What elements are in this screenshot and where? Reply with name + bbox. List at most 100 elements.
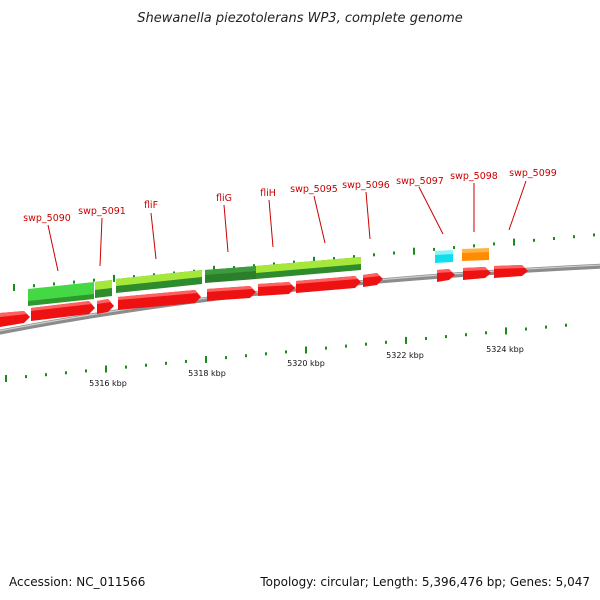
leader-line-flig [223, 204, 229, 253]
leader-line-swp-5090 [47, 224, 59, 272]
gene-label-swp-5097[interactable]: swp_5097 [396, 176, 444, 187]
outer-tick [73, 280, 75, 284]
outer-tick [13, 284, 15, 291]
inner-tick [165, 361, 167, 365]
outer-tick [573, 235, 575, 239]
cds-feature-swp-5095[interactable] [296, 276, 361, 293]
outer-tick [593, 233, 595, 237]
cds-feature-flig[interactable] [207, 286, 256, 301]
inner-tick [485, 331, 487, 335]
gene-track [28, 248, 489, 306]
inner-tick [505, 327, 507, 335]
outer-tick [33, 284, 35, 288]
cds-feature-left-edge[interactable] [0, 311, 30, 327]
inner-tick [565, 323, 567, 327]
inner-tick [305, 346, 307, 354]
gene-label-swp-5099[interactable]: swp_5099 [509, 168, 557, 179]
leader-line-swp-5097 [418, 186, 444, 235]
gene-label-swp-5090[interactable]: swp_5090 [23, 213, 71, 224]
gene-label-swp-5096[interactable]: swp_5096 [342, 180, 390, 191]
outer-tick [453, 246, 455, 250]
outer-tick [533, 238, 535, 242]
outer-tick [353, 255, 355, 259]
inner-tick [285, 350, 287, 354]
inner-tick [385, 340, 387, 344]
gene-feature-flif[interactable] [116, 270, 202, 293]
outer-tick [133, 275, 135, 279]
inner-tick [325, 346, 327, 350]
inner-tick [365, 342, 367, 346]
cds-feature-swp-5098[interactable] [463, 267, 491, 280]
gene-label-flih[interactable]: fliH [260, 188, 276, 199]
genome-title: Shewanella piezotolerans WP3, complete g… [137, 11, 463, 26]
outer-tick [493, 242, 495, 246]
gene-label-swp-5095[interactable]: swp_5095 [290, 184, 338, 195]
gene-feature-flig[interactable] [205, 266, 256, 283]
gene-feature-swp-5098[interactable] [462, 248, 489, 261]
outer-tick [253, 264, 255, 268]
inner-tick [65, 371, 67, 375]
cds-feature-swp-5097[interactable] [437, 269, 455, 282]
inner-tick [525, 327, 527, 331]
leader-line-flif [150, 212, 157, 260]
kbp-label-5320: 5320 kbp [287, 359, 325, 368]
outer-tick [433, 247, 435, 251]
outer-tick [413, 247, 415, 255]
outer-tick [473, 244, 475, 248]
leader-line-swp-5095 [313, 195, 326, 244]
outer-tick [373, 253, 375, 257]
inner-tick [85, 369, 87, 373]
outer-tick [273, 262, 275, 266]
inner-tick [465, 333, 467, 337]
inner-tick [205, 356, 207, 363]
leader-line-swp-5091 [99, 217, 103, 267]
gene-label-flig[interactable]: fliG [216, 193, 232, 204]
outer-tick [553, 237, 555, 240]
outer-tick [393, 251, 395, 255]
outer-tick [233, 266, 235, 269]
cds-feature-swp-5091[interactable] [97, 299, 114, 314]
inner-tick-row [5, 323, 567, 382]
inner-tick [445, 335, 447, 339]
gene-feature-swp-5091[interactable] [95, 280, 112, 298]
cds-feature-flih[interactable] [258, 282, 295, 296]
inner-tick [545, 325, 547, 329]
gene-feature-flih[interactable] [256, 257, 361, 279]
cds-feature-swp-5096[interactable] [363, 273, 383, 287]
outer-tick [153, 273, 155, 277]
inner-tick [125, 365, 127, 369]
label-leader-lines [47, 180, 527, 272]
outer-tick [113, 274, 115, 282]
outer-tick [513, 238, 515, 246]
inner-tick [245, 354, 247, 358]
kbp-scale-labels: 5316 kbp 5318 kbp 5320 kbp 5322 kbp 5324… [89, 345, 524, 388]
leader-line-swp-5099 [508, 180, 527, 231]
cds-feature-flif[interactable] [118, 290, 201, 310]
kbp-label-5318: 5318 kbp [188, 369, 226, 378]
cds-feature-swp-5090[interactable] [31, 301, 95, 321]
kbp-label-5316: 5316 kbp [89, 379, 127, 388]
gene-labels: swp_5090 swp_5091 fliF fliG fliH swp_509… [23, 168, 557, 224]
gene-feature-swp-5090[interactable] [28, 282, 94, 306]
inner-tick [25, 375, 27, 379]
gene-label-swp-5098[interactable]: swp_5098 [450, 171, 498, 182]
gene-feature-swp-5097[interactable] [435, 250, 453, 263]
gene-label-swp-5091[interactable]: swp_5091 [78, 206, 126, 217]
leader-line-swp-5096 [365, 191, 371, 240]
accession-label: Accession: NC_011566 [9, 575, 145, 589]
inner-tick [45, 373, 47, 377]
inner-tick [185, 359, 187, 363]
cds-track [0, 265, 528, 327]
inner-tick [145, 363, 147, 367]
outer-tick [313, 256, 315, 264]
outer-tick [293, 260, 295, 264]
leader-line-flih [268, 199, 274, 248]
inner-tick [225, 356, 227, 360]
inner-tick [105, 365, 107, 373]
outer-tick [53, 282, 55, 286]
inner-tick [265, 352, 267, 356]
inner-tick [425, 337, 427, 340]
cds-feature-swp-5099[interactable] [494, 265, 528, 278]
gene-label-flif[interactable]: fliF [144, 200, 158, 211]
